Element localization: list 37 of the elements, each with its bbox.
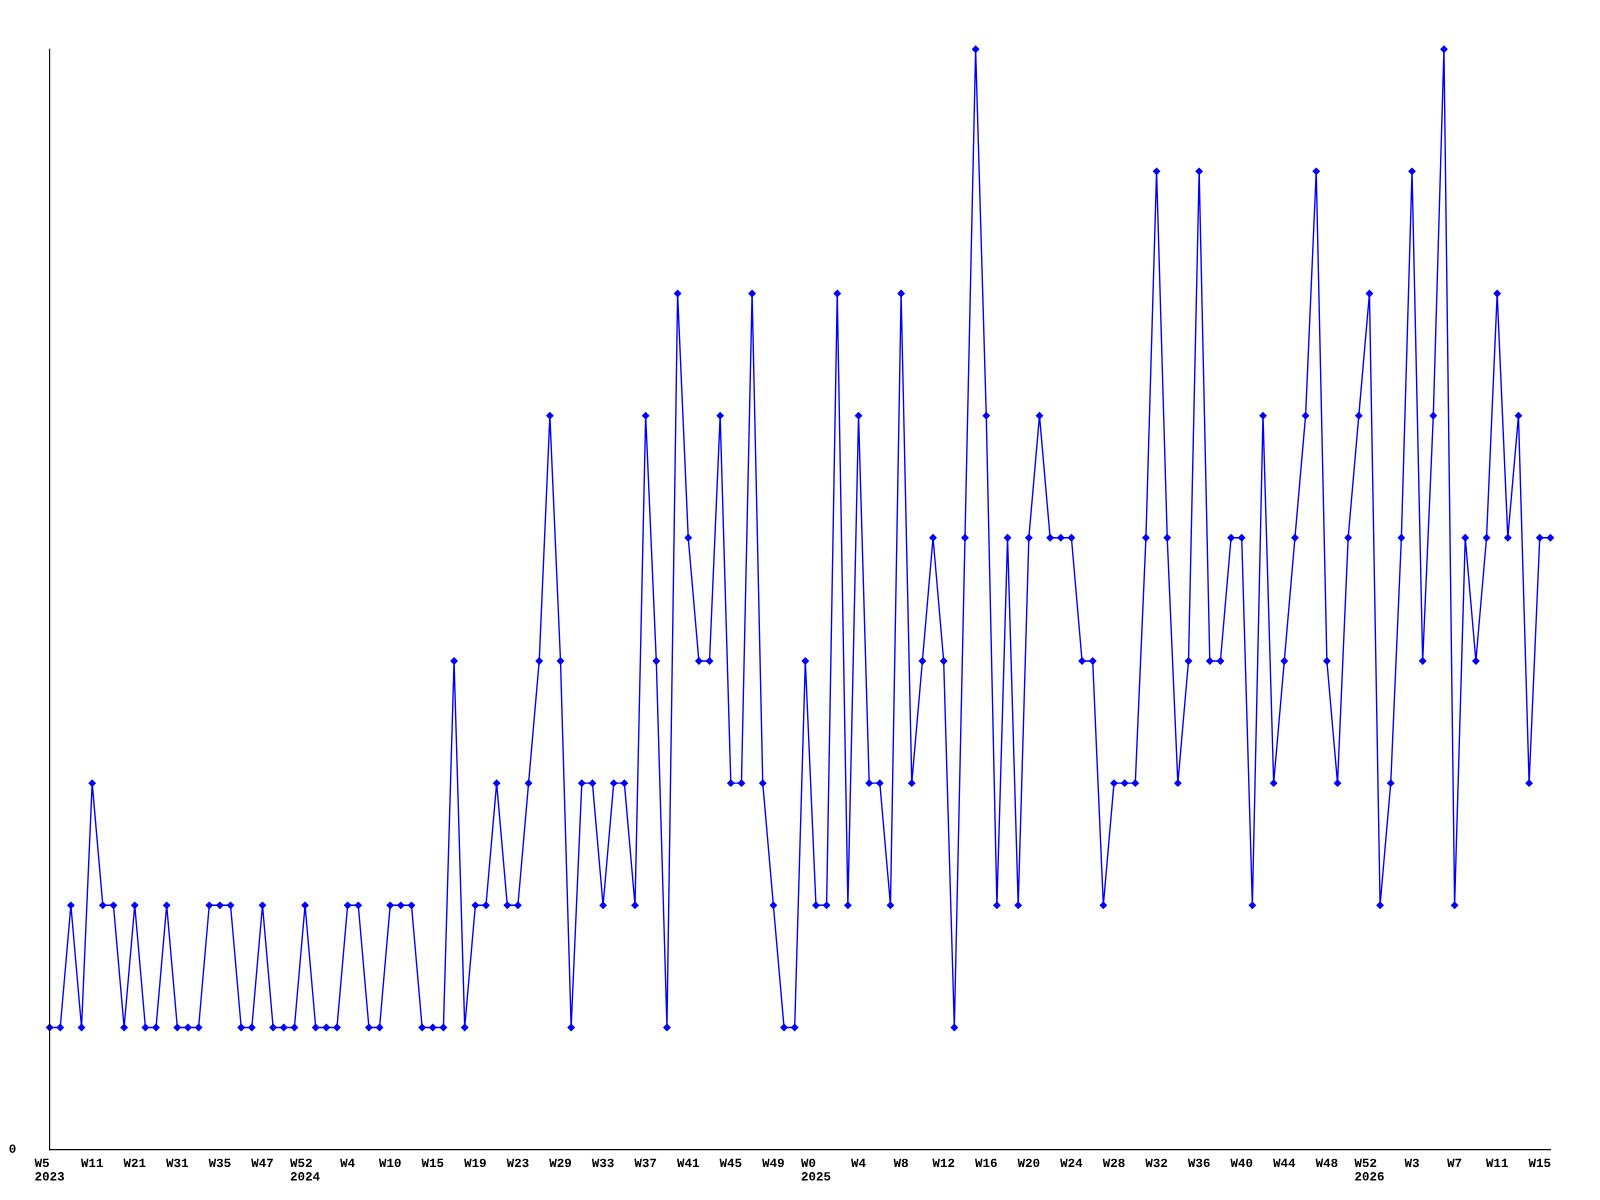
text: 0 (9, 1144, 16, 1153)
x-tick-label: W15 (421, 1158, 444, 1168)
x-tick-label: W32 (1145, 1158, 1168, 1168)
x-tick-label: W24 (1060, 1158, 1083, 1167)
x-tick-label: W10 (378, 1158, 401, 1168)
x-tick-label: W4 (851, 1158, 866, 1167)
x-tick-label: W31 (166, 1158, 189, 1168)
x-tick-label: W48 (1315, 1158, 1338, 1168)
x-tick-label: W33 (591, 1158, 614, 1168)
x-tick-label: W21 (123, 1158, 146, 1167)
x-tick-label: W8 (893, 1158, 908, 1168)
x-tick-label: W11 (80, 1158, 103, 1167)
x-tick-label: W36 (1187, 1158, 1210, 1168)
x-tick-label: W37 (634, 1158, 657, 1168)
x-tick-label: W28 (1102, 1158, 1125, 1168)
x-tick-label: W52 2024 (290, 1158, 320, 1181)
x-tick-label: W40 (1230, 1158, 1253, 1168)
x-tick-label: W3 (1404, 1158, 1419, 1168)
x-tick-label: W15 (1528, 1158, 1551, 1168)
x-tick-label: W11 (1485, 1158, 1508, 1167)
x-tick-label: W19 (464, 1158, 486, 1168)
x-tick-label: W41 (676, 1158, 699, 1167)
x-tick-label: W16 (975, 1158, 997, 1168)
x-tick-label: W44 (1273, 1158, 1296, 1167)
x-tick-label: W49 (762, 1158, 784, 1168)
x-tick-label: W7 (1447, 1158, 1462, 1167)
x-tick-label: W5 2023 (34, 1158, 64, 1181)
x-tick-label: W35 (208, 1158, 231, 1168)
x-tick-label: W29 (549, 1158, 572, 1168)
x-tick-label: W52 2026 (1354, 1158, 1384, 1181)
x-tick-label: W45 (719, 1158, 742, 1168)
x-tick-label: W4 (340, 1158, 355, 1167)
x-tick-label: W47 (251, 1158, 273, 1167)
x-tick-label: W23 (506, 1158, 529, 1168)
x-tick-label: W0 2025 (800, 1158, 831, 1181)
x-tick-label: W20 (1017, 1158, 1040, 1168)
x-tick-label: W12 (932, 1158, 955, 1167)
